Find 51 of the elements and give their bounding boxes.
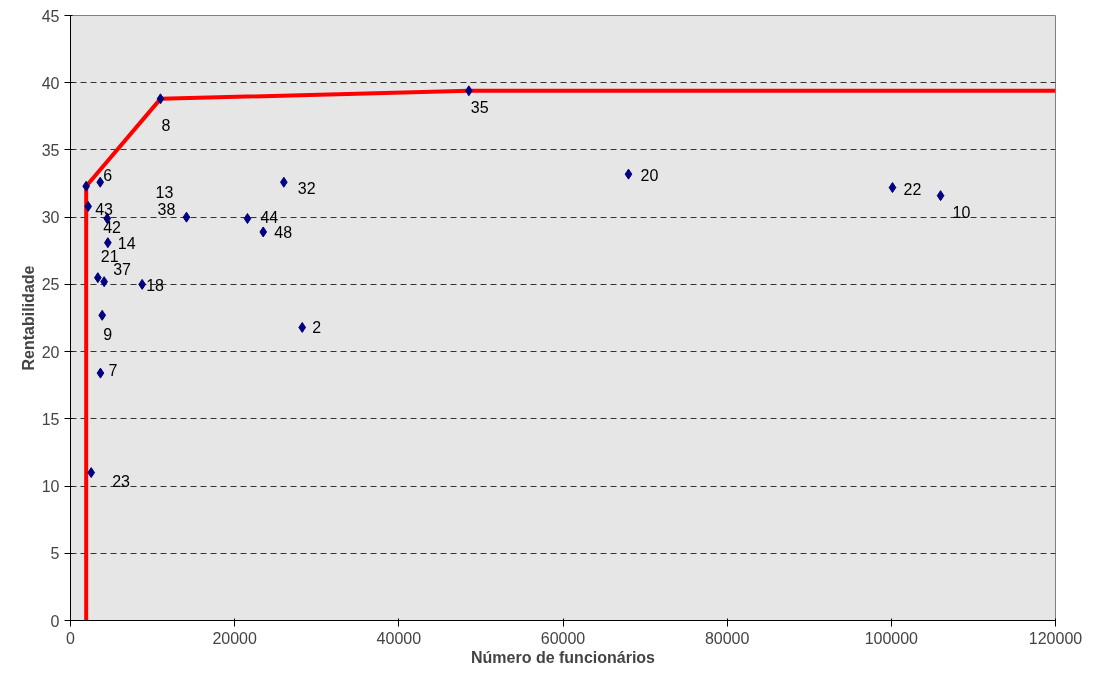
annotation: 23: [112, 472, 131, 490]
y-tick-label: 30: [41, 209, 60, 227]
y-tick-label: 0: [50, 612, 60, 630]
annotation: 13: [155, 183, 174, 201]
annotation: 48: [274, 223, 293, 241]
annotation: 43: [95, 201, 114, 219]
annotation: 7: [108, 362, 118, 380]
annotation: 8: [161, 116, 171, 134]
y-tick-label: 40: [41, 74, 60, 92]
point: [96, 367, 105, 379]
x-tick-label: 20000: [212, 629, 258, 647]
y-tick-label: 15: [41, 410, 60, 428]
point: [888, 182, 897, 194]
x-tick-label: 60000: [540, 629, 586, 647]
y-axis-title: Rentabilidade: [19, 265, 37, 371]
annotation: 44: [260, 208, 279, 226]
point: [156, 93, 165, 105]
point: [96, 176, 105, 188]
annotation: 2: [312, 319, 322, 337]
y-tick-label: 35: [41, 141, 60, 159]
x-tick-label: 40000: [376, 629, 422, 647]
annotation: 9: [103, 326, 113, 344]
annotation: 38: [157, 201, 176, 219]
annotation: 32: [297, 180, 316, 198]
annotation: 14: [117, 234, 136, 252]
annotation: 42: [103, 218, 122, 236]
point: [624, 168, 633, 180]
y-tick-label: 20: [41, 343, 60, 361]
x-axis-title: Número de funcionários: [470, 648, 656, 666]
x-tick-label: 120000: [1028, 629, 1083, 647]
point: [87, 467, 96, 479]
point: [298, 321, 307, 333]
x-tick-label: 0: [66, 629, 76, 647]
y-tick-label: 45: [41, 7, 60, 25]
point: [98, 309, 107, 321]
annotation: 35: [470, 98, 489, 116]
point: [259, 226, 268, 238]
annotation: 6: [103, 167, 113, 185]
y-tick-label: 5: [50, 545, 60, 563]
annotation: 18: [146, 277, 165, 295]
x-tick-label: 100000: [864, 629, 919, 647]
y-tick-label: 25: [41, 276, 60, 294]
x-tick-label: 80000: [704, 629, 750, 647]
annotation: 10: [952, 203, 971, 221]
point: [243, 213, 252, 225]
annotation: 22: [903, 180, 922, 198]
point: [82, 180, 91, 192]
point: [936, 190, 945, 202]
annotation: 20: [640, 167, 659, 185]
y-tick-label: 10: [41, 478, 60, 496]
point: [182, 211, 191, 223]
